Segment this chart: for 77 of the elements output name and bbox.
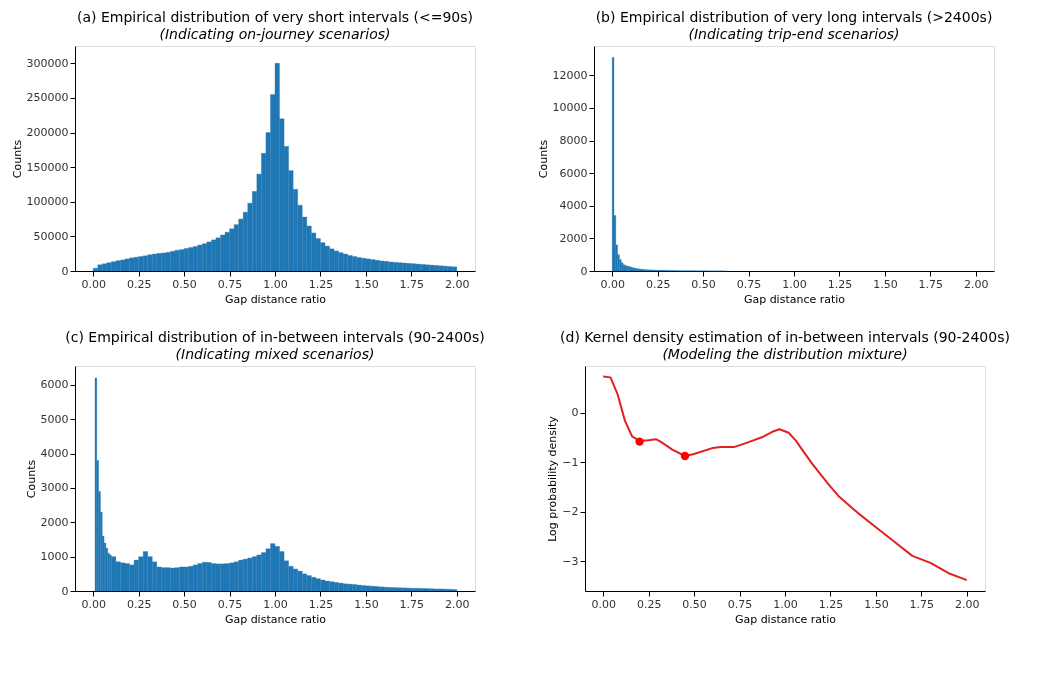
x-tick-label: 1.75 bbox=[918, 277, 944, 291]
y-tick-label: 0 bbox=[61, 264, 69, 278]
x-tick-label: 0.50 bbox=[682, 597, 707, 611]
x-tick-label: 0.00 bbox=[600, 277, 625, 291]
y-tick-label: 6000 bbox=[40, 378, 69, 392]
x-tick-label: 1.50 bbox=[354, 597, 379, 611]
x-tick-label: 2.00 bbox=[445, 597, 470, 611]
y-tick-label: 1000 bbox=[40, 550, 69, 564]
y-tick-label: 4000 bbox=[40, 447, 69, 461]
chart-subtitle: (Indicating on-journey scenarios) bbox=[159, 26, 391, 42]
chart-subtitle: (Modeling the distribution mixture) bbox=[662, 346, 908, 362]
y-axis-title: Counts bbox=[24, 459, 38, 499]
x-tick-label: 0.50 bbox=[691, 277, 716, 291]
chart-title: (a) Empirical distribution of very short intervals (<=90s) bbox=[76, 9, 474, 25]
x-axis-title: Gap distance ratio bbox=[734, 612, 837, 626]
x-tick-label: 1.75 bbox=[399, 597, 425, 611]
y-axis-title: Counts bbox=[536, 139, 550, 179]
x-tick-label: 0.00 bbox=[591, 597, 616, 611]
x-tick-label: 1.50 bbox=[864, 597, 889, 611]
x-tick-label: 0.00 bbox=[81, 277, 106, 291]
x-tick-label: 0.25 bbox=[645, 277, 671, 291]
x-tick-label: 1.25 bbox=[308, 277, 334, 291]
chart-title: (d) Kernel density estimation of in-between intervals (90-2400s) bbox=[560, 329, 1010, 345]
x-tick-label: 1.50 bbox=[873, 277, 898, 291]
y-tick-label: 6000 bbox=[559, 166, 588, 180]
y-tick-label: 12000 bbox=[552, 68, 588, 82]
x-tick-label: 1.25 bbox=[818, 597, 844, 611]
chart-subtitle: (Indicating trip-end scenarios) bbox=[688, 26, 900, 42]
y-tick-label: 200000 bbox=[26, 126, 69, 140]
x-tick-label: 1.50 bbox=[354, 277, 379, 291]
x-tick-label: 0.25 bbox=[126, 597, 152, 611]
y-tick-label: 0 bbox=[580, 264, 588, 278]
x-tick-label: 2.00 bbox=[445, 277, 470, 291]
x-tick-label: 0.50 bbox=[172, 277, 197, 291]
x-axis-title: Gap distance ratio bbox=[224, 612, 327, 626]
x-tick-label: 0.25 bbox=[636, 597, 662, 611]
y-tick-label: 2000 bbox=[40, 515, 69, 529]
y-tick-label: 8000 bbox=[559, 134, 588, 148]
y-tick-label: 2000 bbox=[559, 231, 588, 245]
y-tick-label: −1 bbox=[562, 455, 579, 469]
x-tick-label: 0.75 bbox=[727, 597, 753, 611]
chart-subtitle: (Indicating mixed scenarios) bbox=[175, 346, 375, 362]
x-tick-label: 1.00 bbox=[773, 597, 798, 611]
x-tick-label: 2.00 bbox=[964, 277, 989, 291]
x-axis-title: Gap distance ratio bbox=[743, 292, 846, 306]
x-tick-label: 0.00 bbox=[81, 597, 106, 611]
y-tick-label: −2 bbox=[562, 505, 579, 519]
x-tick-label: 0.25 bbox=[126, 277, 152, 291]
y-tick-label: 5000 bbox=[40, 412, 69, 426]
y-tick-label: 10000 bbox=[552, 101, 588, 115]
y-tick-label: 50000 bbox=[33, 229, 69, 243]
x-axis-title: Gap distance ratio bbox=[224, 292, 327, 306]
y-tick-label: 250000 bbox=[26, 91, 69, 105]
chart-title: (c) Empirical distribution of in-between intervals (90-2400s) bbox=[65, 329, 485, 345]
y-tick-label: 150000 bbox=[26, 160, 69, 174]
x-tick-label: 0.75 bbox=[217, 597, 243, 611]
x-tick-label: 2.00 bbox=[955, 597, 980, 611]
x-tick-label: 1.75 bbox=[909, 597, 935, 611]
x-tick-label: 1.25 bbox=[827, 277, 853, 291]
x-tick-label: 0.50 bbox=[172, 597, 197, 611]
y-tick-label: 3000 bbox=[40, 481, 69, 495]
y-tick-label: 0 bbox=[61, 584, 69, 598]
x-tick-label: 0.75 bbox=[736, 277, 762, 291]
y-tick-label: 100000 bbox=[26, 195, 69, 209]
y-tick-label: 0 bbox=[571, 406, 579, 420]
y-tick-label: −3 bbox=[562, 554, 579, 568]
x-tick-label: 0.75 bbox=[217, 277, 243, 291]
y-tick-label: 300000 bbox=[26, 56, 69, 70]
y-tick-label: 4000 bbox=[559, 199, 588, 213]
x-tick-label: 1.00 bbox=[263, 277, 288, 291]
chart-title: (b) Empirical distribution of very long intervals (>2400s) bbox=[595, 9, 993, 25]
x-tick-label: 1.25 bbox=[308, 597, 334, 611]
y-axis-title: Counts bbox=[10, 139, 24, 179]
x-tick-label: 1.00 bbox=[782, 277, 807, 291]
x-tick-label: 1.00 bbox=[263, 597, 288, 611]
y-axis-title: Log probability density bbox=[546, 415, 560, 542]
x-tick-label: 1.75 bbox=[399, 277, 425, 291]
